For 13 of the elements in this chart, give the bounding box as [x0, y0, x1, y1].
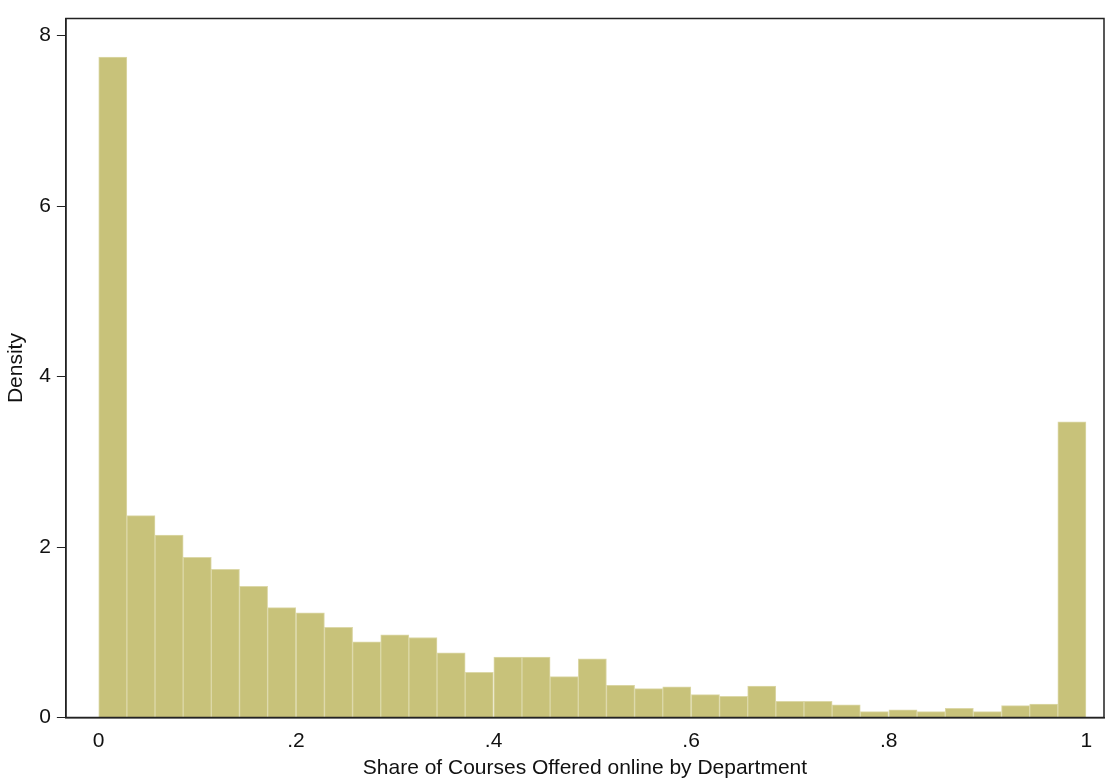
y-tick-label: 6: [39, 192, 51, 216]
y-axis-title: Density: [3, 332, 27, 404]
x-tick-label: .4: [484, 728, 503, 751]
y-tick-label: 8: [39, 22, 51, 46]
x-tick-label: 1: [1080, 728, 1093, 751]
x-tick-label: .6: [682, 728, 700, 751]
y-tick-label: 4: [39, 363, 52, 387]
x-tick-label: .8: [879, 728, 898, 751]
y-tick-label: 0: [39, 704, 51, 728]
x-axis-title: Share of Courses Offered online by Department: [362, 755, 808, 779]
y-tick-label: 2: [39, 533, 51, 557]
x-tick-label: .2: [287, 728, 305, 751]
x-tick-label: 0: [92, 728, 105, 751]
